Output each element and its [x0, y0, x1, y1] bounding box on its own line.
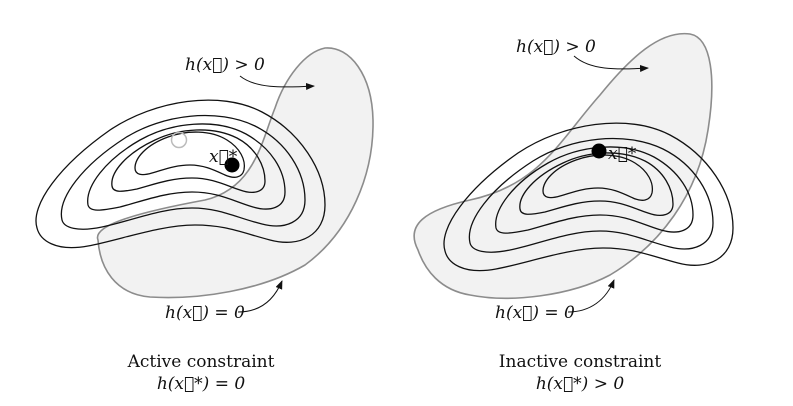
region-label-active: h(x⃗) > 0 [185, 55, 265, 75]
feasible-region-active [96, 47, 374, 299]
optimum-point-inactive [591, 143, 607, 159]
boundary-arrow-active [237, 280, 283, 313]
optimum-point-active [224, 157, 240, 173]
panel-active: x⃗* h(x⃗) > 0 h(x⃗) = 0 Active constrain… [35, 47, 374, 394]
region-arrow-inactive [573, 55, 649, 72]
panel-condition-active: h(x⃗*) = 0 [157, 374, 246, 394]
panel-condition-inactive: h(x⃗*) > 0 [536, 374, 625, 394]
boundary-arrow-inactive [567, 279, 615, 313]
region-label-inactive: h(x⃗) > 0 [516, 37, 596, 57]
panel-title-active: Active constraint [127, 352, 275, 372]
unconstrained-minimum-marker [170, 131, 188, 149]
panel-inactive: x⃗* h(x⃗) > 0 h(x⃗) = 0 Inactive constra… [413, 32, 734, 394]
panel-title-inactive: Inactive constraint [499, 352, 662, 372]
region-arrow-active [239, 75, 315, 90]
optimum-label-inactive: x⃗* [608, 144, 637, 164]
optimum-label-active: x⃗* [209, 147, 238, 167]
boundary-label-inactive: h(x⃗) = 0 [495, 303, 575, 323]
boundary-label-active: h(x⃗) = 0 [165, 303, 245, 323]
